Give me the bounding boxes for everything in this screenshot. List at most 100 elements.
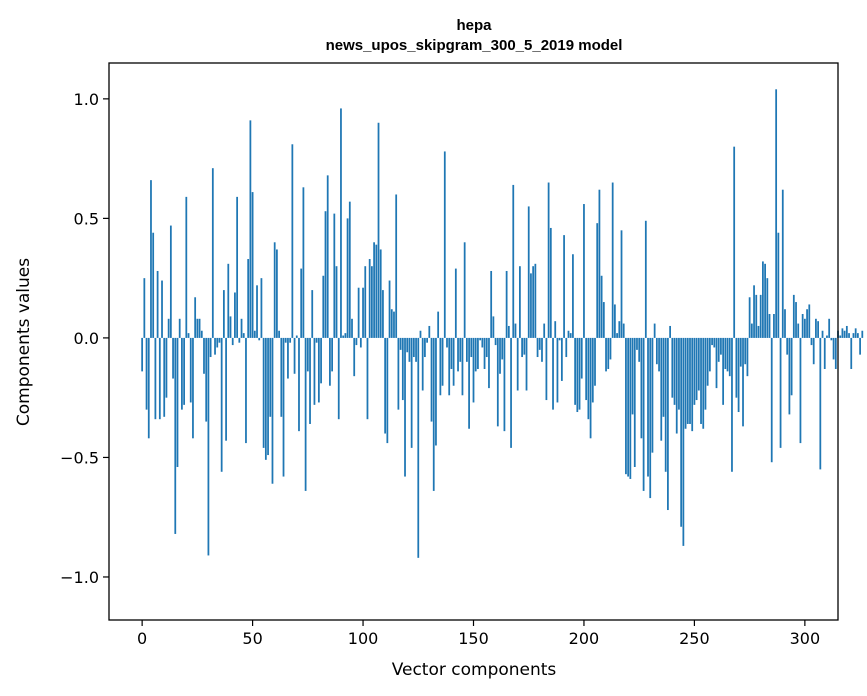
bar [357, 287, 360, 338]
bar [222, 290, 225, 338]
bar [216, 337, 219, 348]
bar [472, 337, 475, 403]
bar [141, 337, 144, 372]
bar [333, 213, 336, 338]
bar [448, 337, 451, 396]
y-tick-label: 1.0 [74, 90, 99, 109]
bar [454, 268, 457, 338]
bar [722, 337, 725, 405]
bar [627, 337, 630, 477]
bar [295, 335, 298, 338]
bar [161, 280, 163, 338]
bar [521, 337, 523, 358]
bar [832, 337, 835, 360]
bar [629, 337, 632, 479]
bar [335, 266, 338, 338]
bar [258, 337, 261, 341]
bar [346, 218, 349, 338]
bar [189, 337, 192, 403]
bar [859, 337, 861, 355]
bar [452, 337, 455, 386]
bar [384, 337, 387, 434]
bar [377, 122, 380, 338]
bar [306, 337, 309, 372]
bar [158, 337, 161, 420]
bar [583, 204, 585, 338]
bar [642, 337, 645, 491]
bar [662, 337, 665, 417]
bar [530, 273, 532, 338]
bar [640, 337, 643, 439]
bar [819, 337, 822, 470]
bar [651, 337, 654, 453]
bar [735, 337, 738, 398]
bar [861, 330, 864, 338]
bar [209, 337, 212, 358]
bar [324, 211, 327, 338]
bar [317, 337, 320, 403]
bar [439, 337, 442, 396]
bar [397, 337, 400, 410]
bar [457, 337, 459, 372]
bar [589, 337, 592, 439]
bar [669, 325, 671, 338]
bar [547, 182, 550, 338]
bar [762, 261, 764, 338]
bar [192, 337, 194, 439]
bar [313, 337, 316, 405]
bar [483, 337, 486, 369]
bar [364, 266, 367, 338]
bar [203, 337, 205, 374]
bar [625, 337, 627, 475]
bar [399, 337, 402, 350]
bar [748, 297, 751, 338]
x-tick-label: 100 [348, 629, 379, 648]
bar [337, 337, 340, 420]
bar [408, 337, 411, 362]
bar [214, 337, 216, 355]
bar [746, 337, 749, 377]
bar [560, 337, 563, 381]
bar [300, 268, 303, 338]
bar [494, 337, 497, 346]
bar [410, 337, 413, 448]
bar [309, 337, 311, 424]
bar [726, 337, 729, 372]
bar [236, 196, 239, 338]
bar [256, 285, 258, 338]
bar [331, 337, 333, 372]
bar [485, 337, 488, 358]
bar [823, 337, 826, 369]
bar [298, 337, 300, 432]
bar [315, 337, 318, 343]
bar [211, 168, 214, 338]
bar [366, 337, 369, 420]
bar [839, 335, 842, 338]
bar [271, 337, 274, 484]
bar [437, 311, 440, 338]
bar [660, 337, 663, 441]
bar [430, 337, 433, 422]
bar [806, 309, 808, 338]
bar [163, 337, 166, 417]
bar [598, 189, 601, 338]
bar [293, 337, 296, 374]
bar [857, 333, 859, 338]
bar [664, 337, 667, 472]
bar [362, 287, 364, 338]
bar [379, 249, 382, 338]
bar [770, 337, 773, 463]
x-axis-label: Vector components [392, 660, 557, 680]
bar [424, 337, 426, 358]
bar [781, 189, 784, 338]
bar [713, 337, 716, 348]
bar [234, 292, 236, 338]
bar [479, 337, 482, 341]
bar [587, 337, 590, 420]
bar [591, 337, 594, 403]
bar [684, 337, 687, 429]
bar [532, 266, 535, 338]
bar [574, 337, 576, 405]
bar [569, 333, 572, 338]
